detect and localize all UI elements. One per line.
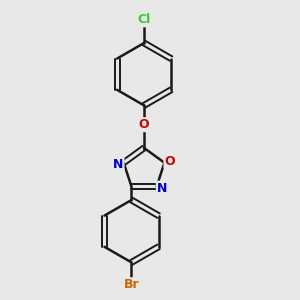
Text: Br: Br bbox=[124, 278, 139, 291]
Text: O: O bbox=[139, 118, 149, 131]
Text: N: N bbox=[157, 182, 167, 195]
Text: Cl: Cl bbox=[137, 13, 151, 26]
Text: O: O bbox=[164, 155, 175, 168]
Text: N: N bbox=[113, 158, 124, 171]
